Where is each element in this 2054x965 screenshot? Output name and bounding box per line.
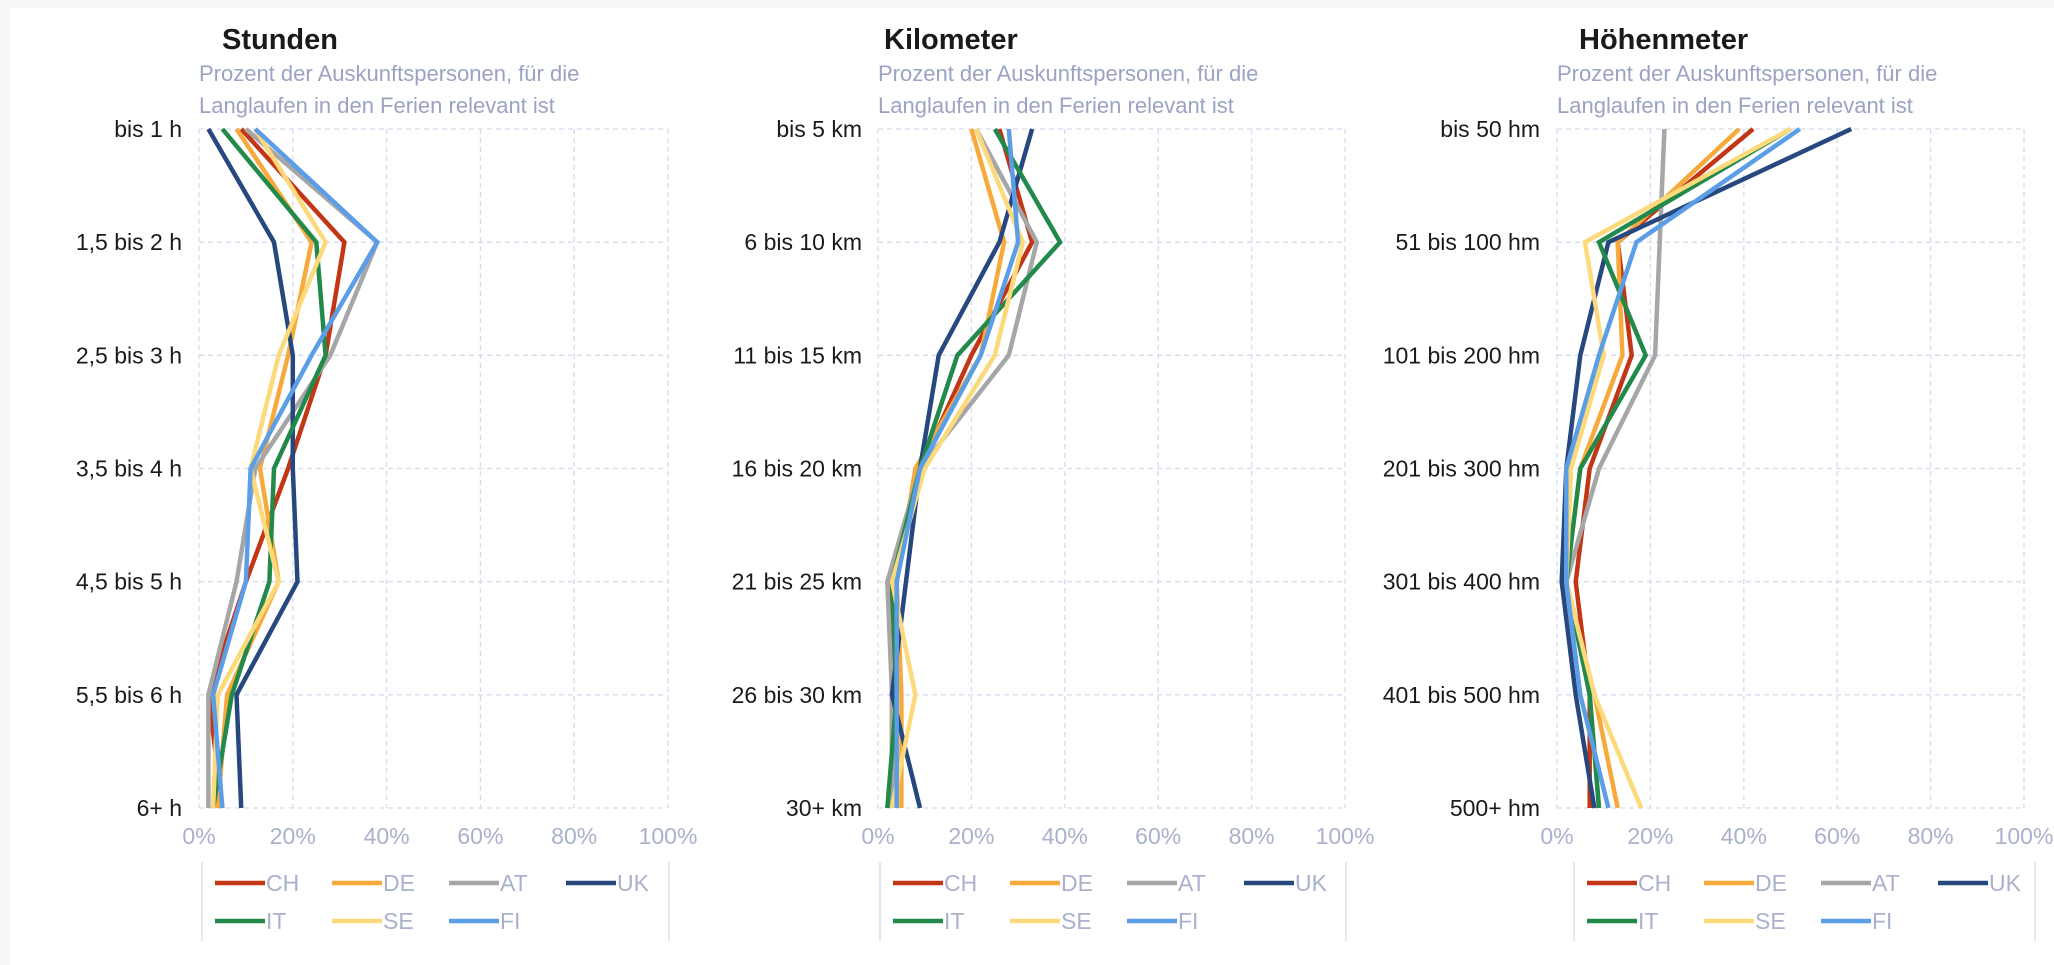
y-category-label: 6 bis 10 km [744,229,862,255]
chart-panel-3: Höhenmeter Prozent der Auskunftspersonen,… [1383,24,2054,941]
chart-subtitle-line-2: Langlaufen in den Ferien relevant ist [878,93,1234,118]
series-line-se [1564,127,1792,809]
legend-label-de: DE [1755,870,1787,896]
series-line-it [210,127,328,809]
y-category-label: 51 bis 100 hm [1396,229,1540,255]
chart-title: Höhenmeter [1579,24,1748,56]
x-tick-label: 100% [1316,823,1375,849]
series-line-uk [206,127,300,809]
legend-label-fi: FI [1872,908,1892,934]
x-tick-label: 80% [551,823,597,849]
chart-title: Kilometer [884,24,1018,56]
y-category-label: bis 50 hm [1440,116,1540,142]
charts-svg: Stunden Prozent der Auskunftspersonen, fü… [76,24,2054,941]
y-category-label: 1,5 bis 2 h [76,229,182,255]
y-category-label: 30+ km [786,795,862,821]
legend-label-uk: UK [617,870,650,896]
y-category-label: 3,5 bis 4 h [76,456,182,482]
x-tick-label: 40% [364,823,410,849]
legend-label-uk: UK [1989,870,2022,896]
legend-label-it: IT [266,908,286,934]
legend-label-at: AT [1872,870,1900,896]
x-tick-label: 20% [1627,823,1673,849]
legend-label-se: SE [383,908,414,934]
y-category-label: bis 5 km [776,116,862,142]
chart-canvas: Stunden Prozent der Auskunftspersonen, fü… [10,8,2054,965]
legend-label-fi: FI [1178,908,1198,934]
x-tick-label: 0% [182,823,215,849]
chart-subtitle-line-1: Prozent der Auskunftspersonen, für die [1557,61,1937,86]
legend-label-it: IT [1638,908,1658,934]
legend-label-se: SE [1061,908,1092,934]
x-tick-label: 0% [861,823,894,849]
x-tick-label: 40% [1721,823,1767,849]
legend-label-de: DE [383,870,415,896]
x-tick-label: 0% [1540,823,1573,849]
x-tick-label: 60% [457,823,503,849]
y-category-label: 301 bis 400 hm [1383,569,1540,595]
x-tick-label: 80% [1908,823,1954,849]
y-category-label: 2,5 bis 3 h [76,342,182,368]
legend-label-ch: CH [266,870,299,896]
y-category-label: 500+ hm [1450,795,1540,821]
y-category-label: 26 bis 30 km [732,682,862,708]
y-category-label: 4,5 bis 5 h [76,569,182,595]
y-category-label: 6+ h [137,795,182,821]
series-line-se [889,128,1026,809]
series-line-fi [894,128,1021,808]
legend-label-at: AT [500,870,528,896]
series-line-de [215,127,314,809]
x-tick-label: 100% [639,823,698,849]
series-line-fi [1564,127,1802,809]
legend-label-uk: UK [1295,870,1328,896]
x-tick-label: 60% [1135,823,1181,849]
legend-label-se: SE [1755,908,1786,934]
chart-panel-2: Kilometer Prozent der Auskunftspersonen, … [732,24,1375,941]
y-category-label: 5,5 bis 6 h [76,682,182,708]
y-category-label: 11 bis 15 km [733,342,862,368]
legend-label-at: AT [1178,870,1206,896]
x-tick-label: 60% [1814,823,1860,849]
x-tick-label: 40% [1042,823,1088,849]
chart-title: Stunden [222,24,338,56]
x-tick-label: 20% [270,823,316,849]
series-line-de [894,128,1007,808]
chart-subtitle-line-1: Prozent der Auskunftspersonen, für die [199,61,579,86]
legend-label-de: DE [1061,870,1093,896]
y-category-label: bis 1 h [114,116,182,142]
y-category-label: 201 bis 300 hm [1383,456,1540,482]
legend-label-it: IT [944,908,964,934]
x-tick-label: 80% [1229,823,1275,849]
series-line-fi [210,127,381,809]
chart-subtitle-line-1: Prozent der Auskunftspersonen, für die [878,61,1258,86]
x-tick-label: 100% [1995,823,2054,849]
y-category-label: 21 bis 25 km [732,569,862,595]
y-category-label: 16 bis 20 km [732,456,862,482]
legend-label-ch: CH [1638,870,1671,896]
y-category-label: 101 bis 200 hm [1383,342,1540,368]
legend-label-fi: FI [500,908,520,934]
y-category-label: 401 bis 500 hm [1383,682,1540,708]
chart-panel-1: Stunden Prozent der Auskunftspersonen, fü… [76,24,698,941]
x-tick-label: 20% [948,823,994,849]
chart-subtitle-line-2: Langlaufen in den Ferien relevant ist [1557,93,1913,118]
chart-subtitle-line-2: Langlaufen in den Ferien relevant ist [199,93,555,118]
series-line-it [1564,127,1792,809]
legend-label-ch: CH [944,870,977,896]
